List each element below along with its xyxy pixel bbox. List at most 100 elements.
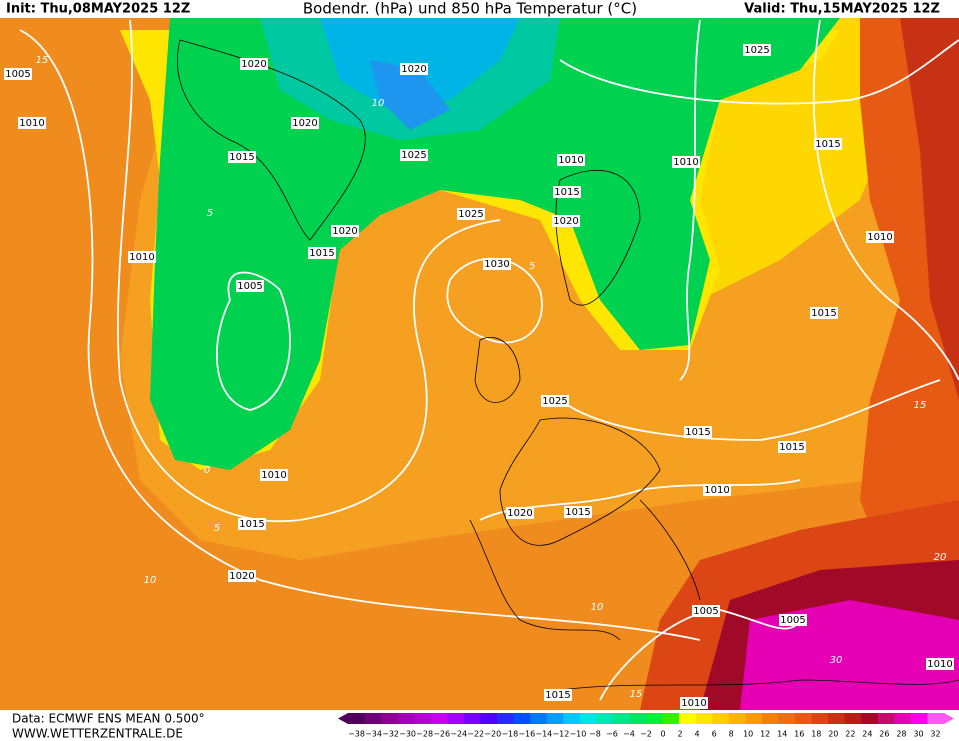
isobar-label: 1005: [780, 615, 805, 626]
colorbar-swatch: [894, 713, 912, 724]
colorbar-swatch: [927, 713, 945, 724]
isobar-label-box: [331, 225, 359, 237]
coastlines: [177, 39, 959, 691]
isobar-label-box: [308, 247, 336, 259]
colorbar-label: −8: [589, 730, 601, 739]
isobar-label-box: [291, 117, 319, 129]
colorbar-label: 26: [879, 730, 889, 739]
colorbar-label: −12: [552, 730, 569, 739]
colorbar-label: 0: [660, 730, 665, 739]
colorbar-label: −22: [467, 730, 484, 739]
colorbar-swatch: [397, 713, 415, 724]
isobar-label: 1015: [685, 427, 710, 438]
colorbar-label: 20: [828, 730, 838, 739]
colorbar-label: −4: [623, 730, 635, 739]
colorbar-label: −6: [606, 730, 618, 739]
temperature-label: 5: [214, 523, 220, 534]
isobar-label-box: [557, 154, 585, 166]
isobar-label-box: [552, 215, 580, 227]
colorbar-label: 2: [678, 730, 683, 739]
colorbar-swatch: [761, 713, 779, 724]
colorbar-swatch: [662, 713, 680, 724]
isobar-label-box: [400, 63, 428, 75]
isobar-label: 1015: [309, 248, 334, 259]
isobar-label: 1020: [553, 216, 578, 227]
colorbar-swatch: [348, 713, 366, 724]
colorbar-label: −10: [569, 730, 586, 739]
isobar-label: 1010: [673, 157, 698, 168]
isobar-label-box: [260, 469, 288, 481]
colorbar-label: 16: [794, 730, 804, 739]
isobar-label: 1015: [565, 507, 590, 518]
isobar-label: 1015: [229, 152, 254, 163]
isobar-label-box: [692, 605, 720, 617]
isobar-label: 1010: [558, 155, 583, 166]
colorbar-label: 32: [930, 730, 940, 739]
colorbar-swatch: [877, 713, 895, 724]
colorbar-label: 12: [760, 730, 770, 739]
isobar-label: 1015: [811, 308, 836, 319]
colorbar-label: −28: [416, 730, 433, 739]
isobar-label: 1025: [401, 150, 426, 161]
temperature-label: 15: [36, 55, 49, 66]
isobar-label: 1010: [19, 118, 44, 129]
colorbar-swatch: [579, 713, 597, 724]
isobar-label-box: [544, 689, 572, 701]
colorbar-swatch: [447, 713, 465, 724]
colorbar-label: 8: [729, 730, 734, 739]
isobar-label: 1015: [545, 690, 570, 701]
colorbar-label: 28: [896, 730, 906, 739]
colorbar-arrow-right: [944, 713, 954, 724]
isobars: [19, 19, 959, 701]
temperature-label: 15: [630, 689, 643, 700]
isobar-label: 1015: [815, 139, 840, 150]
colorbar-label: −24: [450, 730, 467, 739]
isobar-label-box: [779, 614, 807, 626]
colorbar-label: −32: [382, 730, 399, 739]
colorbar-swatch: [646, 713, 664, 724]
colorbar-swatch: [497, 713, 515, 724]
isobar-label-box: [228, 151, 256, 163]
colorbar-label: −30: [399, 730, 416, 739]
colorbar-swatch: [513, 713, 531, 724]
colorbar-swatch: [480, 713, 498, 724]
colorbar-label: 22: [845, 730, 855, 739]
isobar-label-box: [866, 231, 894, 243]
colorbar-swatch: [811, 713, 829, 724]
valid-time: Valid: Thu,15MAY2025 12Z: [744, 2, 940, 17]
isobar-label-box: [240, 58, 268, 70]
isobar-label-box: [457, 208, 485, 220]
isobar-label-box: [672, 156, 700, 168]
isobar-label: 1015: [779, 442, 804, 453]
isobar-label: 1025: [744, 45, 769, 56]
colorbar-swatch: [612, 713, 630, 724]
colorbar-label: −20: [484, 730, 501, 739]
colorbar-label: −26: [433, 730, 450, 739]
isobar-label: 1025: [542, 396, 567, 407]
isobar-label-box: [743, 44, 771, 56]
isobar-label: 1010: [261, 470, 286, 481]
isobar-label-box: [926, 658, 954, 670]
temperature-label: 15: [914, 400, 927, 411]
temperature-label: 0: [204, 465, 210, 476]
isobar-label-box: [680, 697, 708, 709]
colorbar-swatch: [745, 713, 763, 724]
isobar-label-box: [564, 506, 592, 518]
isobar-label-box: [778, 441, 806, 453]
colorbar-label: −2: [640, 730, 652, 739]
colorbar-label: 30: [913, 730, 923, 739]
colorbar-swatch: [728, 713, 746, 724]
isobar-label: 1020: [507, 508, 532, 519]
colorbar-label: 24: [862, 730, 872, 739]
colorbar-swatch: [546, 713, 564, 724]
colorbar-swatch: [430, 713, 448, 724]
colorbar-arrow-left: [338, 713, 348, 724]
colorbar-swatch: [381, 713, 399, 724]
isobar-label-box: [18, 117, 46, 129]
colorbar-label: −34: [365, 730, 382, 739]
colorbar-label: 18: [811, 730, 821, 739]
colorbar-label: 10: [743, 730, 753, 739]
temperature-label: 5: [529, 261, 535, 272]
